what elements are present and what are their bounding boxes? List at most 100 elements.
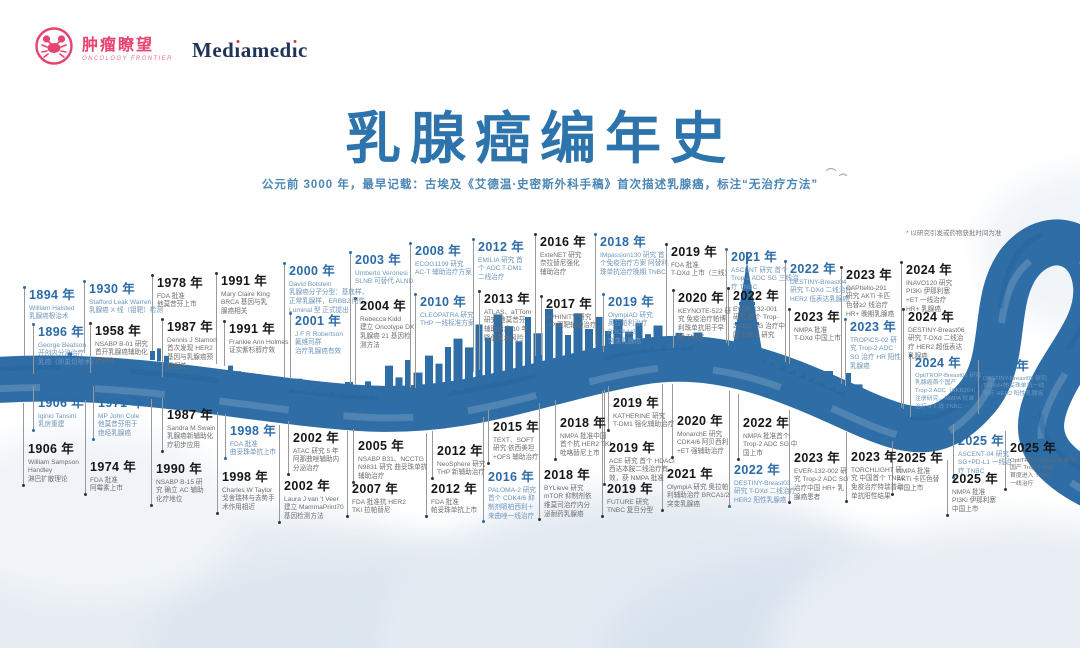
entry-dot: [839, 266, 843, 270]
entry-desc: DESTINY-Breast06 研究 T-DXd 二线治疗 HER2 超低表达乳…: [908, 326, 965, 360]
entry-desc: CLEOPATRA 研究 THP 一线标准方案: [420, 311, 475, 328]
timeline-entry: 1971 年 MP John Cole 他莫昔芬用于 绝经乳腺癌: [98, 392, 144, 439]
timeline-entry: 2007 年 FDA 批准抗 HER2 TKI 拉帕替尼: [352, 478, 406, 516]
entry-connector-line: [290, 313, 291, 379]
entry-connector-line: [217, 412, 218, 514]
entry-connector-line: [488, 410, 489, 464]
entry-dot: [727, 505, 731, 509]
entry-connector-line: [415, 294, 416, 388]
timeline-entry: 2012 年 FDA 批准 帕妥珠单抗上市: [431, 478, 477, 516]
entry-year: 2012 年: [478, 240, 525, 254]
entry-desc: NeoSphere 研究 THP 新辅助治疗: [437, 460, 486, 477]
entry-desc: Charles W Taylor 戈舍瑞林与去势手 术作用相近: [222, 486, 275, 511]
eiffel-tower-icon: [731, 262, 763, 357]
entry-dot: [844, 500, 848, 504]
entry-connector-line: [224, 321, 225, 366]
entry-dot: [424, 515, 428, 519]
timeline-entry: 1930 年 Stafford Leak Warren 乳腺癌 X 线（钼靶）检测: [89, 278, 163, 316]
timeline-entry: 1987 年 Dennis J Slamon 首次发现 HER2 基因与乳腺癌预 后相关: [167, 316, 217, 371]
entry-connector-line: [152, 275, 153, 352]
entry-connector-line: [151, 399, 152, 506]
entry-dot: [288, 312, 292, 316]
entry-desc: DESTINY-Breast04 研究 T-DXd 二线治疗 HER2 低表达乳腺癌: [790, 278, 852, 303]
entry-year: 2022 年: [743, 416, 790, 430]
timeline-entry: 2018 年 NMPA 批准中国 首个抗 HER2 TKI 吡咯替尼上市: [560, 412, 611, 459]
entry-year: 2025 年: [1010, 441, 1057, 455]
entry-desc: NMPA 批准 T-DXd 中国上市: [794, 326, 841, 343]
entry-year: 2020 年: [678, 291, 725, 305]
entry-dot: [282, 262, 286, 266]
entry-year: 2021 年: [667, 467, 714, 481]
entry-desc: EMILIA 研究 首个 ADC T-DM1 二线治疗: [478, 256, 523, 281]
timeline-entry: 2005 年 NSABP B31、NCCTG N9831 研究 曲妥珠单抗 辅助治疗: [358, 435, 427, 482]
entry-connector-line: [426, 432, 427, 517]
entry-dot: [277, 521, 281, 525]
mountain-wash: [0, 430, 240, 600]
entry-desc: TEXT、SOFT 研究 依西美坦 +OFS 辅助治疗: [493, 436, 539, 461]
entry-desc: FDA 批准 帕妥珠单抗上市: [431, 498, 478, 515]
crab-icon: [35, 27, 73, 65]
entry-year: 2024 年: [908, 310, 955, 324]
entry-year: 2016 年: [488, 470, 535, 484]
entry-desc: FDA 批准 T-DXd 上市（三线）: [671, 261, 732, 278]
entry-dot: [537, 518, 541, 522]
timeline-entry: 2025 年 OptiTROP-Breast05 研究 国产 Trop-2 ADC 首…: [1010, 437, 1076, 489]
timeline-entry: 2000 年 David Botstein 乳腺癌分子分型：基底样， 正常乳腺样，ER…: [289, 260, 372, 315]
entry-dot: [660, 509, 664, 513]
entry-desc: Rebecca Kidd 建立 Oncotype DX 乳腺癌 21 基因检 测方法: [360, 315, 415, 349]
timeline-entry: 2016 年 PALOMA-2 研究 首个 CDK4/6 抑制剂哌柏西利＋ 来曲唑一线…: [488, 466, 536, 521]
entry-desc: TROPiCS-02 研究 Trop-2 ADC SG 治疗 HR 阳性 乳腺癌: [850, 336, 901, 370]
entry-dot: [149, 504, 153, 508]
timeline-entry: 2017 年 APHINITY 研究 HP 双靶辅助治疗: [546, 293, 596, 331]
entry-year: 2008 年: [415, 244, 462, 258]
timeline-entry: 2023 年 CAPItello-291 研究 AKTi 卡匹 色替≥2 线治疗 HR+…: [846, 264, 894, 319]
entry-dot: [477, 290, 481, 294]
timeline-entry: 1896 年 George Beatson 开创内分泌治疗 乳癌（卵巢切除术）: [38, 321, 97, 368]
entry-dot: [471, 238, 475, 242]
entry-connector-line: [353, 429, 354, 483]
entry-desc: Umberto Veronesi SLNB 可替代 ALND: [355, 269, 414, 286]
entry-year: 1998 年: [222, 470, 269, 484]
entry-connector-line: [24, 287, 25, 357]
entry-connector-line: [978, 358, 979, 414]
entry-dot: [214, 272, 218, 276]
timeline-entry: 2024 年 OptiTROP-Breast01 研究 乳腺癌首个国产 Trop-2 …: [915, 352, 981, 411]
timeline-entry: 2025 年 NMPA 批准 PI3Ki 伊那利塞 中国上市: [952, 468, 998, 515]
entry-year: 2019 年: [607, 482, 654, 496]
timeline-entry: 1906 年 William Sampson Handley 淋巴扩散理论: [28, 438, 79, 485]
entry-dot: [82, 280, 86, 284]
city-skyline-icon: [60, 252, 863, 400]
entry-year: 1990 年: [156, 462, 203, 476]
entry-connector-line: [85, 400, 86, 495]
entry-year: 2004 年: [360, 299, 407, 313]
page-title: 乳腺癌编年史: [345, 107, 735, 170]
entry-connector-line: [785, 261, 786, 362]
entry-year: 1958 年: [95, 324, 142, 338]
oncology-frontier-tagline: ONCOLOGY FRONTIER: [82, 55, 173, 62]
entry-connector-line: [845, 319, 846, 386]
entry-dot: [353, 297, 357, 301]
timeline-entry: 2003 年 Umberto Veronesi SLNB 可替代 ALND: [355, 249, 413, 287]
entry-desc: NMPA 批准中国 首个抗 HER2 TKI 吡咯替尼上市: [560, 432, 612, 457]
entry-desc: NSABP B31、NCCTG N9831 研究 曲妥珠单抗 辅助治疗: [358, 455, 428, 480]
entry-dot: [671, 289, 675, 293]
entry-dot: [945, 514, 949, 518]
mediamedic-logo: Medıamedıc: [192, 38, 308, 62]
timeline-entry: 2025 年 NMPA 批准 AKTi 卡匹色替 中国上市: [897, 447, 943, 494]
entry-connector-line: [666, 244, 667, 337]
entry-dot: [408, 242, 412, 246]
entry-dot: [539, 295, 543, 299]
entry-connector-line: [23, 402, 24, 486]
entry-connector-line: [350, 252, 351, 384]
entry-year: 1987 年: [167, 408, 214, 422]
entry-dot: [215, 512, 219, 516]
entry-connector-line: [355, 298, 356, 384]
entry-year: 2021 年: [731, 250, 778, 264]
entry-year: 2001 年: [295, 314, 342, 328]
entry-desc: EVER-132-001 研究 首个 Trop- 2 ADC SG 治疗中国 TNB…: [733, 305, 786, 339]
entry-dot: [286, 473, 290, 477]
entry-connector-line: [603, 294, 604, 352]
entry-dot: [150, 274, 154, 278]
entry-year: 2013 年: [484, 292, 531, 306]
entry-year: 2024 年: [915, 356, 962, 370]
